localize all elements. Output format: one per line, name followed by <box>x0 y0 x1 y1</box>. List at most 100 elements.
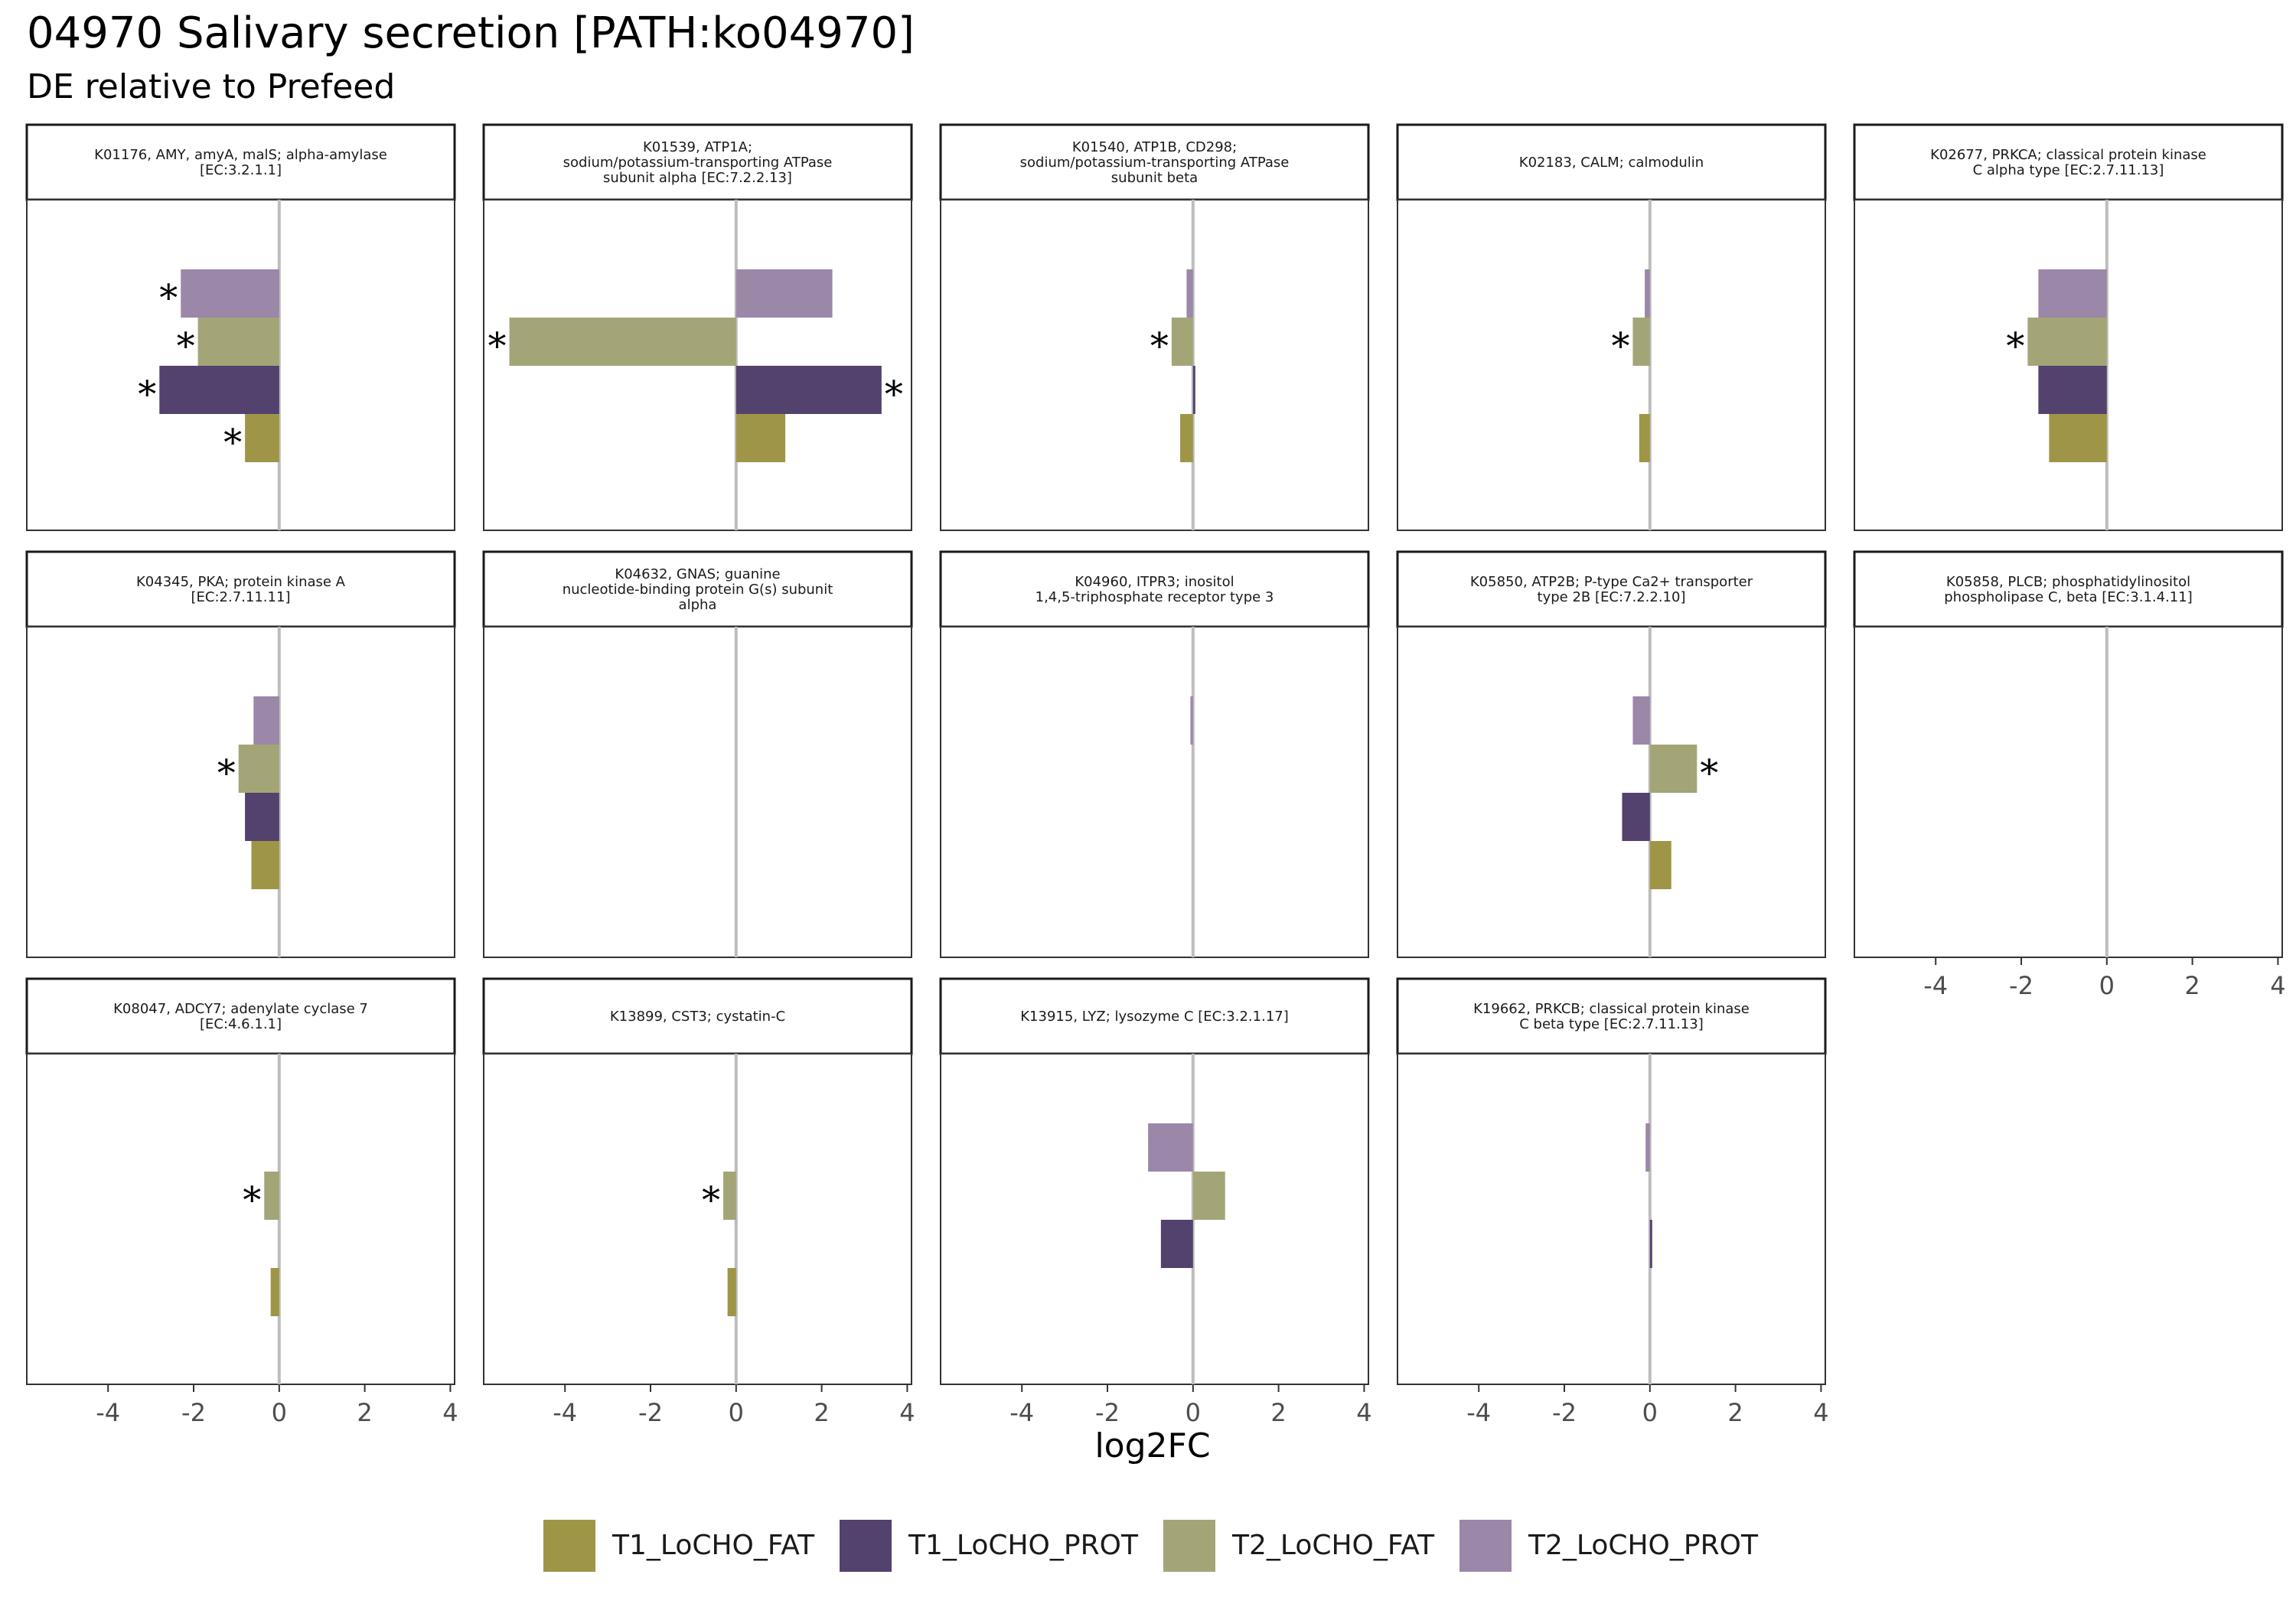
bar-t1-locho-fat <box>1649 841 1671 889</box>
x-tick-label: -4 <box>1009 1398 1034 1427</box>
significance-marker: * <box>702 1179 720 1222</box>
x-tick-label: 4 <box>2270 971 2285 1000</box>
significance-marker: * <box>2006 325 2024 368</box>
bar-t2-locho-fat <box>264 1172 279 1220</box>
facet-strip <box>25 550 456 628</box>
facet-strip-label: K13915, LYZ; lysozyme C [EC:3.2.1.17] <box>1020 1009 1289 1025</box>
significance-marker: * <box>243 1179 261 1222</box>
x-tick-label: 2 <box>1727 1398 1743 1427</box>
facet-strip-label: K05858, PLCB; phosphatidylinositol <box>1946 574 2190 590</box>
bar-t2-locho-fat <box>509 318 736 366</box>
bar-t2-locho-fat <box>1171 318 1193 366</box>
facet-strip-label: K02677, PRKCA; classical protein kinase <box>1930 147 2206 163</box>
x-tick-label: 4 <box>899 1398 915 1427</box>
x-tick-label: -4 <box>553 1398 577 1427</box>
bar-t1-locho-fat <box>270 1268 279 1316</box>
facet-strip-label: K01539, ATP1A; <box>643 139 752 155</box>
facet-strip <box>25 977 456 1055</box>
panel-border <box>940 626 1369 958</box>
bar-t1-locho-prot <box>159 366 279 414</box>
bar-t2-locho-prot <box>2038 269 2107 318</box>
panel-border <box>1854 626 2283 958</box>
facet-strip-label: alpha <box>679 597 717 613</box>
bar-t1-locho-prot <box>735 366 882 414</box>
x-tick-label: -4 <box>1923 971 1948 1000</box>
bar-t1-locho-fat <box>735 414 786 462</box>
bar-t1-locho-fat <box>1639 414 1650 462</box>
facet-strip-label: subunit beta <box>1111 170 1198 186</box>
facet-strip <box>1396 977 1827 1055</box>
legend-key <box>1459 1520 1512 1572</box>
facet-strip-label: K19662, PRKCB; classical protein kinase <box>1473 1001 1750 1017</box>
facet-strip-label: K01176, AMY, amyA, malS; alpha-amylase <box>94 147 387 163</box>
x-tick-label: 4 <box>1813 1398 1828 1427</box>
facet-strip-label: [EC:3.2.1.1] <box>200 162 282 178</box>
bar-t1-locho-prot <box>1160 1220 1193 1268</box>
bar-t2-locho-fat <box>723 1172 736 1220</box>
significance-marker: * <box>223 422 242 464</box>
bar-t1-locho-fat <box>2049 414 2107 462</box>
x-tick-label: 0 <box>272 1398 287 1427</box>
bar-t2-locho-fat <box>1632 318 1650 366</box>
bar-t2-locho-prot <box>1190 696 1193 745</box>
facet-strip-label: sodium/potassium-transporting ATPase <box>563 155 833 171</box>
facet-strip-label: K04345, PKA; protein kinase A <box>136 574 346 590</box>
legend-label: T2_LoCHO_FAT <box>1232 1530 1435 1561</box>
panel-border <box>940 1053 1369 1385</box>
significance-marker: * <box>885 373 903 416</box>
x-tick-label: 0 <box>729 1398 744 1427</box>
bar-t2-locho-prot <box>1645 269 1650 318</box>
bar-t1-locho-fat <box>251 841 279 889</box>
legend-label: T1_LoCHO_PROT <box>908 1530 1138 1561</box>
legend: T1_LoCHO_FAT T1_LoCHO_PROT T2_LoCHO_FAT … <box>0 1515 2296 1576</box>
bar-t2-locho-prot <box>1186 269 1193 318</box>
x-tick-label: 4 <box>1356 1398 1371 1427</box>
significance-marker: * <box>177 325 195 368</box>
panel-border <box>1397 1053 1826 1385</box>
facet-strip-label: K05850, ATP2B; P-type Ca2+ transporter <box>1470 574 1753 590</box>
chart-subtitle: DE relative to Prefeed <box>27 67 396 106</box>
bar-t2-locho-prot <box>735 269 833 318</box>
facet-strip-label: type 2B [EC:7.2.2.10] <box>1538 589 1686 605</box>
x-tick-label: 2 <box>2184 971 2200 1000</box>
bar-t2-locho-fat <box>1192 1172 1225 1220</box>
facet-strip-label: 1,4,5-triphosphate receptor type 3 <box>1035 589 1274 605</box>
facet-strip <box>1396 550 1827 628</box>
bar-t2-locho-prot <box>1645 1123 1650 1172</box>
facet-strip-label: [EC:4.6.1.1] <box>200 1016 282 1032</box>
legend-label: T2_LoCHO_PROT <box>1528 1530 1758 1561</box>
facet-strip-label: K01540, ATP1B, CD298; <box>1072 139 1237 155</box>
x-tick-label: -4 <box>96 1398 120 1427</box>
chart-title: 04970 Salivary secretion [PATH:ko04970] <box>27 8 915 58</box>
bar-t2-locho-fat <box>197 318 279 366</box>
bar-t1-locho-prot <box>245 793 279 841</box>
significance-marker: * <box>1611 325 1629 368</box>
facet-strip-label: K04960, ITPR3; inositol <box>1075 574 1234 590</box>
panel-border <box>1397 626 1826 958</box>
bar-t1-locho-prot <box>1649 1220 1652 1268</box>
legend-label: T1_LoCHO_FAT <box>612 1530 815 1561</box>
facet-strip-label: [EC:2.7.11.11] <box>191 589 291 605</box>
facet-strip <box>939 123 1370 201</box>
panel-border <box>483 626 912 958</box>
significance-marker: * <box>217 752 236 795</box>
facet-strip <box>482 123 913 201</box>
x-tick-label: 2 <box>814 1398 829 1427</box>
facet-strip-label: K13899, CST3; cystatin-C <box>610 1009 785 1025</box>
significance-marker: * <box>159 277 178 320</box>
x-tick-label: 0 <box>1186 1398 1201 1427</box>
facet-strip-label: nucleotide-binding protein G(s) subunit <box>563 582 833 598</box>
bar-t1-locho-fat <box>1180 414 1193 462</box>
x-tick-label: -2 <box>181 1398 206 1427</box>
legend-key <box>840 1520 892 1572</box>
bar-t1-locho-fat <box>727 1268 736 1316</box>
significance-marker: * <box>488 325 507 368</box>
bar-t1-locho-prot <box>1622 793 1650 841</box>
facet-strip-label: C alpha type [EC:2.7.11.13] <box>1973 162 2164 178</box>
legend-key <box>1163 1520 1215 1572</box>
facet-strip-label: C beta type [EC:2.7.11.13] <box>1519 1016 1703 1032</box>
x-tick-label: 2 <box>1270 1398 1286 1427</box>
facet-strip-label: K04632, GNAS; guanine <box>615 566 780 582</box>
x-tick-label: -2 <box>1552 1398 1577 1427</box>
significance-marker: * <box>138 373 156 416</box>
